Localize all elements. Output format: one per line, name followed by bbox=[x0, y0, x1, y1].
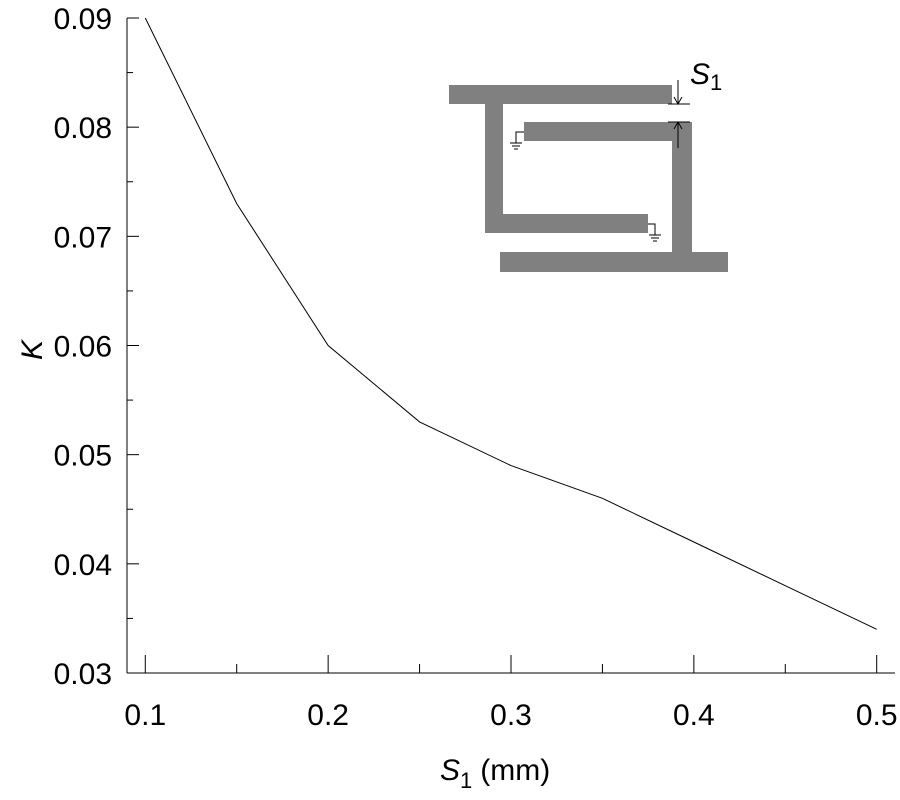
y-tick-label: 0.05 bbox=[54, 440, 112, 473]
x-tick-label: 0.1 bbox=[124, 699, 166, 732]
inset-diagram: S1 bbox=[449, 58, 728, 272]
x-axis-label: S1 (mm) bbox=[440, 754, 550, 793]
x-tick-label: 0.2 bbox=[307, 699, 349, 732]
x-tick-label: 0.3 bbox=[490, 699, 532, 732]
ground-symbol bbox=[510, 131, 524, 150]
dimension-arrows bbox=[668, 80, 690, 148]
ground-symbol bbox=[648, 223, 661, 242]
strip bbox=[500, 252, 728, 272]
x-label-unit: (mm) bbox=[480, 754, 550, 787]
inset-symbol: S bbox=[690, 58, 710, 91]
line-series bbox=[144, 17, 877, 630]
y-tick-label: 0.09 bbox=[54, 3, 112, 36]
inset-subscript: 1 bbox=[710, 70, 722, 95]
x-tick-label: 0.4 bbox=[673, 699, 715, 732]
strip bbox=[672, 122, 692, 252]
strip bbox=[485, 104, 503, 233]
y-tick-label: 0.03 bbox=[54, 658, 112, 691]
strip bbox=[485, 214, 648, 233]
y-axis-label: K bbox=[16, 338, 49, 360]
x-label-symbol: S bbox=[440, 754, 460, 787]
inset-label: S1 bbox=[690, 58, 722, 95]
strip bbox=[449, 85, 672, 104]
y-tick-label: 0.08 bbox=[54, 112, 112, 145]
y-tick-label: 0.07 bbox=[54, 221, 112, 254]
y-tick-label: 0.06 bbox=[54, 331, 112, 364]
x-tick-label: 0.5 bbox=[856, 699, 898, 732]
y-tick-label: 0.04 bbox=[54, 549, 112, 582]
x-label-subscript: 1 bbox=[460, 768, 472, 793]
strip bbox=[524, 122, 680, 141]
